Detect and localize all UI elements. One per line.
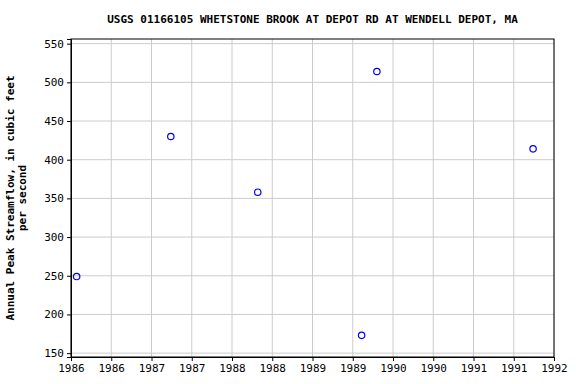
y-tick: 150 [44,347,71,360]
y-tick-label: 150 [44,347,64,360]
x-tick: 1988 [260,357,287,375]
x-tick-mark [393,357,394,361]
x-tick-label: 1987 [139,362,166,375]
points [73,68,536,338]
x-tick: 1990 [421,357,448,375]
point [73,273,79,279]
y-tick: 300 [44,231,71,244]
y-axis: 150 200 250 300 350 400 450 500 550 [44,38,71,360]
plot-frame [71,39,554,357]
x-tick: 1988 [219,357,246,375]
y-tick-label: 350 [44,192,64,205]
grid-line [71,159,554,160]
x-tick: 1991 [501,357,528,375]
x-tick: 1990 [380,357,407,375]
x-tick-label: 1991 [461,362,488,375]
y-tick-mark [67,44,71,45]
x-tick: 1987 [179,357,206,375]
x-tick-label: 1991 [501,362,528,375]
x-tick: 1991 [461,357,488,375]
y-tick-mark [67,82,71,83]
y-tick: 450 [44,115,71,128]
y-tick: 400 [44,154,71,167]
point [255,189,261,195]
x-tick: 1986 [99,357,126,375]
x-tick: 1989 [340,357,367,375]
y-tick-label: 500 [44,76,64,89]
grid-line [71,82,554,83]
grid-line [71,275,554,276]
x-tick: 1992 [541,357,568,375]
point [168,133,174,139]
grid-line [71,353,554,354]
x-tick-mark [433,357,434,361]
point [530,146,536,152]
grid [71,39,554,357]
x-tick-mark [232,357,233,361]
y-tick-mark [67,276,71,277]
x-tick-label: 1990 [380,362,407,375]
grid-line [71,237,554,238]
x-tick-mark [192,357,193,361]
y-tick: 200 [44,308,71,321]
grid-line [71,43,554,44]
y-tick: 500 [44,76,71,89]
x-tick: 1989 [300,357,327,375]
y-tick: 350 [44,192,71,205]
chart: 1986 1986 1987 1987 1988 1988 1989 1989 1990 1990… [0,0,576,384]
title: USGS 01166105 WHETSTONE BROOK AT DEPOT R… [107,13,518,26]
x-tick-label: 1989 [300,362,327,375]
x-tick-mark [272,357,273,361]
point [358,332,364,338]
x-tick-mark [474,357,475,361]
x-axis: 1986 1986 1987 1987 1988 1988 1989 1989 1990 1990… [58,357,568,375]
x-tick-label: 1986 [58,362,85,375]
x-tick-mark [554,357,555,361]
y-tick-label: 200 [44,308,64,321]
y-tick-label: 550 [44,38,64,51]
x-tick-mark [111,357,112,361]
x-tick-label: 1989 [340,362,367,375]
x-tick-mark [353,357,354,361]
y-axis-title-line: per second [16,165,29,231]
grid-line [71,121,554,122]
x-tick: 1987 [139,357,166,375]
x-tick-mark [152,357,153,361]
x-tick-label: 1987 [179,362,206,375]
grid-line [71,198,554,199]
x-tick-label: 1988 [260,362,287,375]
y-tick-mark [67,121,71,122]
grid-line [71,314,554,315]
y-tick-mark [67,353,71,354]
y-tick-mark [67,314,71,315]
y-tick-label: 400 [44,154,64,167]
y-tick: 250 [44,270,71,283]
y-tick-label: 250 [44,270,64,283]
x-tick-mark [514,357,515,361]
x-tick-label: 1988 [219,362,246,375]
x-tick-label: 1992 [541,362,568,375]
x-tick-mark [313,357,314,361]
x-axis-line [72,358,555,362]
y-tick-label: 300 [44,231,64,244]
point [374,68,380,74]
y-tick-mark [67,237,71,238]
y-tick-mark [67,198,71,199]
y-tick-mark [67,160,71,161]
x-tick-label: 1986 [99,362,126,375]
y-tick-label: 450 [44,115,64,128]
y-axis-title: Annual Peak Streamflow, in cubic feetper… [4,75,29,320]
y-tick: 550 [44,38,71,51]
x-tick-label: 1990 [421,362,448,375]
